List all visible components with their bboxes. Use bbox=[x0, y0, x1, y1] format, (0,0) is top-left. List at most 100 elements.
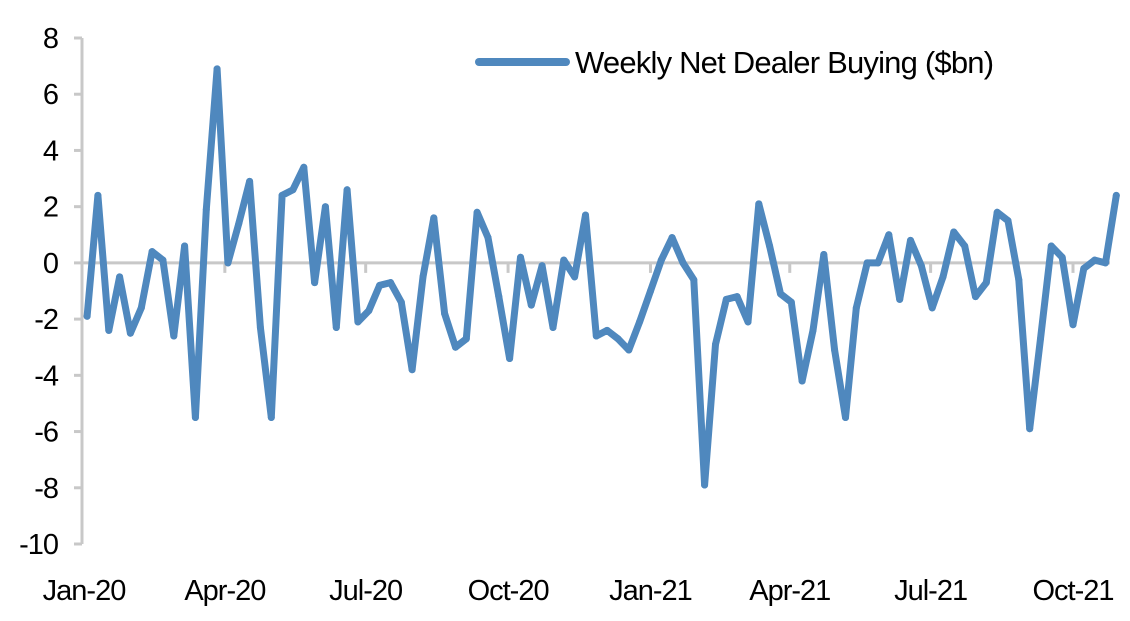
data-point bbox=[181, 242, 189, 250]
data-point bbox=[657, 256, 665, 264]
data-point bbox=[1058, 253, 1066, 261]
series-group bbox=[83, 65, 1120, 489]
data-point bbox=[961, 242, 969, 250]
data-point bbox=[256, 324, 264, 331]
x-tick-label: Oct-21 bbox=[1032, 575, 1113, 607]
x-tick-label: Jan-21 bbox=[609, 575, 692, 607]
x-tick-label: Jan-20 bbox=[43, 575, 126, 607]
data-point bbox=[267, 414, 275, 421]
y-tick-label: -4 bbox=[34, 360, 59, 392]
data-point bbox=[419, 273, 427, 281]
data-point bbox=[852, 304, 860, 312]
data-point bbox=[484, 234, 492, 242]
data-point bbox=[820, 251, 828, 258]
data-point bbox=[213, 65, 221, 73]
data-point bbox=[787, 298, 795, 306]
data-point bbox=[116, 273, 124, 281]
data-point bbox=[1069, 321, 1077, 329]
x-tick-label: Jul-20 bbox=[329, 575, 402, 607]
data-point bbox=[376, 281, 384, 289]
data-point bbox=[430, 214, 438, 222]
data-point bbox=[289, 186, 297, 194]
data-point bbox=[1015, 276, 1023, 284]
data-point bbox=[603, 326, 611, 334]
data-point bbox=[614, 335, 622, 343]
data-point bbox=[105, 326, 113, 334]
data-point bbox=[1004, 217, 1012, 225]
data-point bbox=[744, 318, 752, 326]
data-point bbox=[506, 355, 514, 362]
y-tick-label: -8 bbox=[34, 473, 58, 505]
data-point bbox=[387, 279, 394, 287]
data-point bbox=[907, 236, 914, 244]
data-point bbox=[83, 312, 91, 320]
data-point bbox=[560, 256, 568, 264]
data-point bbox=[647, 287, 654, 295]
legend: Weekly Net Dealer Buying ($bn) bbox=[475, 45, 994, 80]
data-point bbox=[733, 293, 741, 301]
data-point bbox=[538, 262, 546, 270]
data-point bbox=[755, 200, 763, 208]
data-point bbox=[1080, 265, 1088, 272]
y-tick-label: 4 bbox=[43, 135, 59, 167]
x-tick-label: Jul-21 bbox=[894, 575, 967, 607]
data-point bbox=[592, 332, 600, 340]
y-tick-label: 8 bbox=[43, 23, 58, 55]
x-tick-label: Oct-20 bbox=[468, 575, 549, 607]
data-point bbox=[527, 301, 535, 309]
data-point bbox=[94, 191, 102, 199]
y-tick-label: 6 bbox=[43, 79, 58, 111]
data-point bbox=[137, 304, 145, 312]
y-tick-label: -6 bbox=[34, 417, 58, 449]
data-point bbox=[722, 295, 730, 303]
data-point bbox=[831, 346, 839, 354]
data-point bbox=[625, 346, 633, 354]
data-point bbox=[842, 414, 849, 421]
data-point bbox=[343, 186, 351, 194]
data-point bbox=[300, 163, 308, 171]
data-point bbox=[495, 293, 503, 301]
data-point bbox=[397, 298, 405, 306]
data-point bbox=[321, 203, 329, 211]
data-point bbox=[408, 366, 416, 374]
data-point bbox=[701, 481, 709, 489]
data-point bbox=[1112, 191, 1120, 199]
data-point bbox=[473, 208, 481, 216]
series-line bbox=[83, 65, 1120, 489]
data-point bbox=[549, 324, 557, 331]
data-point bbox=[798, 377, 806, 385]
y-tick-label: 0 bbox=[43, 248, 58, 280]
data-point bbox=[159, 256, 167, 264]
data-point bbox=[896, 295, 904, 303]
data-point bbox=[170, 332, 178, 340]
x-tick-label: Apr-21 bbox=[749, 575, 830, 607]
data-point bbox=[777, 290, 784, 298]
data-point bbox=[462, 335, 470, 343]
data-point bbox=[224, 259, 232, 267]
data-point bbox=[452, 343, 459, 351]
data-point bbox=[126, 329, 134, 337]
data-point bbox=[668, 234, 676, 242]
data-point bbox=[885, 231, 893, 239]
data-point bbox=[917, 262, 925, 270]
data-point bbox=[517, 253, 524, 261]
data-point bbox=[863, 259, 871, 267]
data-point bbox=[690, 276, 698, 284]
data-point bbox=[1102, 259, 1109, 267]
data-point bbox=[148, 248, 156, 256]
data-point bbox=[354, 318, 362, 326]
data-point bbox=[246, 177, 254, 185]
data-point bbox=[766, 242, 774, 250]
data-point bbox=[582, 211, 589, 219]
y-tick-label: 2 bbox=[43, 192, 58, 224]
data-point bbox=[365, 307, 373, 315]
data-point bbox=[332, 324, 340, 331]
data-point bbox=[982, 279, 990, 287]
data-point bbox=[712, 340, 719, 348]
y-axis: 8 6 4 2 0 -2 -4 -6 -8 -10 bbox=[19, 23, 84, 561]
data-point bbox=[636, 318, 644, 326]
data-point bbox=[993, 208, 1001, 216]
data-point bbox=[928, 304, 936, 312]
y-tick-label: -2 bbox=[34, 304, 58, 336]
